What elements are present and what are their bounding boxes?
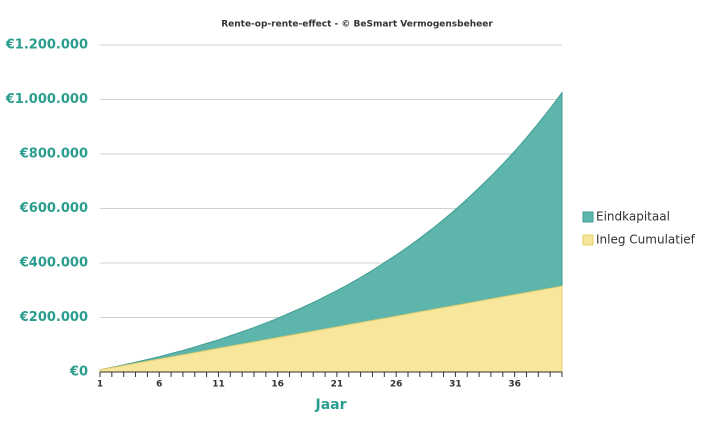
y-tick-label: €400.000 [19, 256, 88, 271]
legend-swatch [582, 234, 594, 246]
x-tick-label: 26 [390, 380, 403, 390]
x-axis-label: Jaar [314, 397, 346, 413]
x-tick-label: 31 [449, 380, 462, 390]
legend-label: Inleg Cumulatief [596, 233, 696, 247]
legend-swatch [582, 211, 594, 223]
x-tick-label: 1 [97, 380, 103, 390]
y-tick-label: €1.200.000 [5, 38, 88, 53]
y-tick-label: €200.000 [19, 310, 88, 325]
x-tick-label: 21 [331, 380, 344, 390]
y-tick-label: €600.000 [19, 201, 88, 216]
y-tick-label: €0 [69, 365, 88, 380]
x-tick-label: 11 [212, 380, 225, 390]
area [99, 285, 563, 373]
x-tick-label: 36 [508, 380, 521, 390]
chart-title: Rente-op-rente-effect - © BeSmart Vermog… [221, 20, 493, 30]
legend-label: Eindkapitaal [596, 210, 670, 224]
y-tick-label: €1.000.000 [5, 92, 88, 107]
x-tick-label: 16 [271, 380, 284, 390]
x-tick-label: 6 [156, 380, 162, 390]
y-tick-label: €800.000 [19, 147, 88, 162]
area [99, 91, 563, 373]
